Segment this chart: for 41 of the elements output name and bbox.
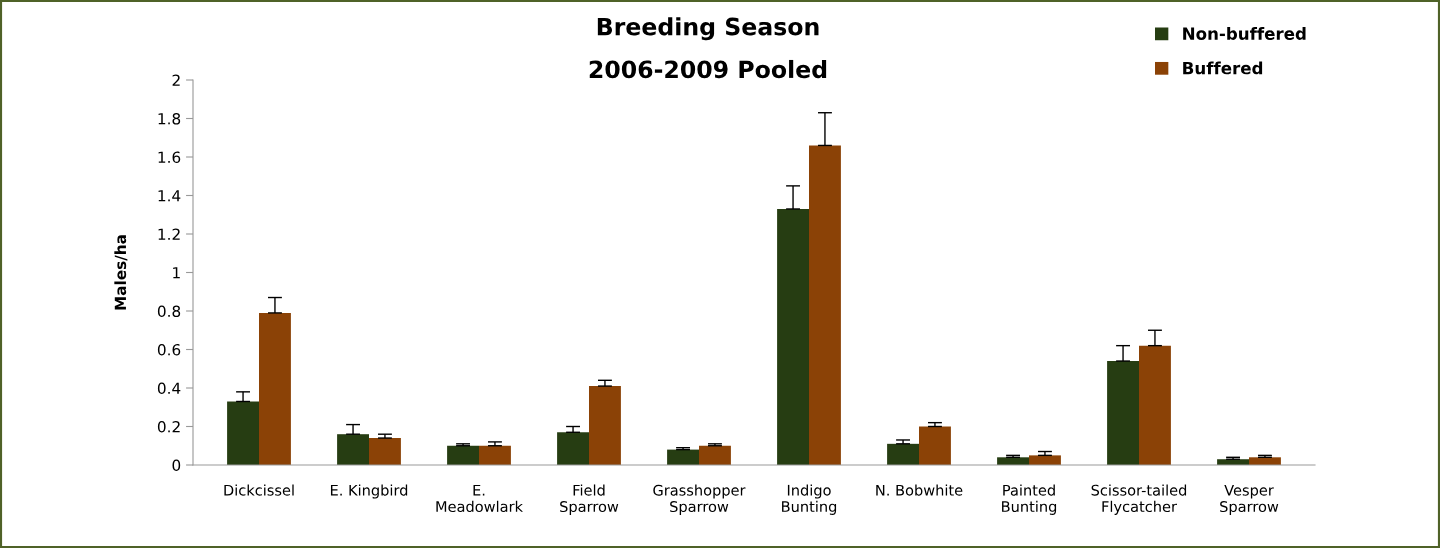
bar <box>369 438 401 465</box>
y-axis-title: Males/ha <box>114 235 128 310</box>
y-tick-label: 1.8 <box>158 112 181 125</box>
bar <box>557 432 589 465</box>
y-tick-label: 1.6 <box>158 151 181 164</box>
x-tick-label: Grasshopper Sparrow <box>653 484 746 515</box>
bar <box>259 312 291 465</box>
bar <box>1139 345 1171 465</box>
bar <box>667 449 699 465</box>
bar <box>589 386 621 465</box>
x-tick-label: Dickcissel <box>224 484 294 496</box>
bar <box>1107 361 1139 465</box>
bar <box>447 445 479 465</box>
chart-title: Breeding Season 2006-2009 Pooled <box>589 17 827 79</box>
legend-label: Buffered <box>1183 61 1263 75</box>
bar <box>227 401 259 465</box>
x-tick-label: N. Bobwhite <box>876 484 963 496</box>
y-tick-label: 2 <box>172 74 180 86</box>
x-tick-label: Painted Bunting <box>1002 484 1057 515</box>
x-tick-label: E. Kingbird <box>330 484 408 499</box>
y-tick-label: 0 <box>172 459 181 472</box>
x-tick-label: Indigo Bunting <box>782 484 837 515</box>
y-tick-label: 0.4 <box>157 382 181 395</box>
x-tick-label: Field Sparrow <box>560 484 619 515</box>
y-tick-label: 0.2 <box>157 420 180 433</box>
y-tick-label: 1.2 <box>158 228 180 240</box>
bar <box>337 434 369 465</box>
bar <box>919 426 951 465</box>
bar <box>699 445 731 465</box>
x-tick-label: Vesper Sparrow <box>1220 484 1279 515</box>
x-tick-label: Scissor-tailed Flycatcher <box>1091 484 1187 515</box>
bar <box>479 445 511 465</box>
bar <box>809 145 841 465</box>
legend-label: Non-buffered <box>1183 27 1306 40</box>
y-tick-label: 1.4 <box>158 190 181 202</box>
y-tick-label: 0.8 <box>157 305 181 318</box>
bar <box>887 443 919 465</box>
y-tick-label: 0.6 <box>157 343 181 356</box>
bar <box>777 208 809 465</box>
y-tick-label: 1 <box>173 267 180 279</box>
x-tick-label: E. Meadowlark <box>436 484 523 513</box>
